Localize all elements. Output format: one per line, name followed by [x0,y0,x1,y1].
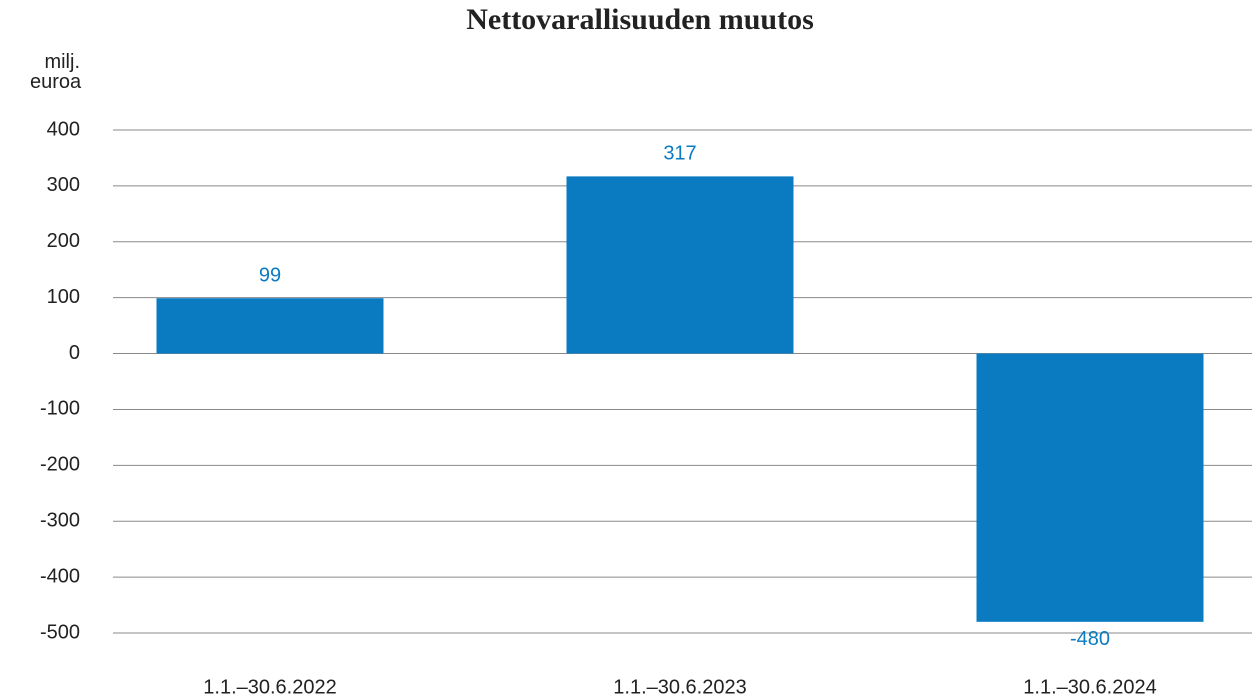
y-tick-label: -300 [40,510,80,532]
y-tick-label: -100 [40,398,80,420]
data-label: 99 [259,265,281,287]
x-tick-label: 1.1.–30.6.2024 [1023,676,1156,698]
x-tick-label: 1.1.–30.6.2023 [613,676,746,698]
data-label: 317 [663,143,696,165]
y-tick-label: 400 [47,118,80,140]
y-tick-label: -500 [40,621,80,643]
y-tick-label: 300 [47,174,80,196]
chart-title: Nettovarallisuuden muutos [466,3,814,36]
bar [156,298,384,354]
x-tick-label: 1.1.–30.6.2022 [203,676,336,698]
y-tick-label: 100 [47,286,80,308]
y-tick-label: -200 [40,454,80,476]
bar [976,353,1204,622]
y-tick-label: 200 [47,230,80,252]
data-label: -480 [1070,628,1110,650]
y-tick-label: -400 [40,565,80,587]
bar [566,176,794,354]
y-axis-label: milj. euroa [30,51,82,93]
y-tick-label: 0 [69,342,80,364]
